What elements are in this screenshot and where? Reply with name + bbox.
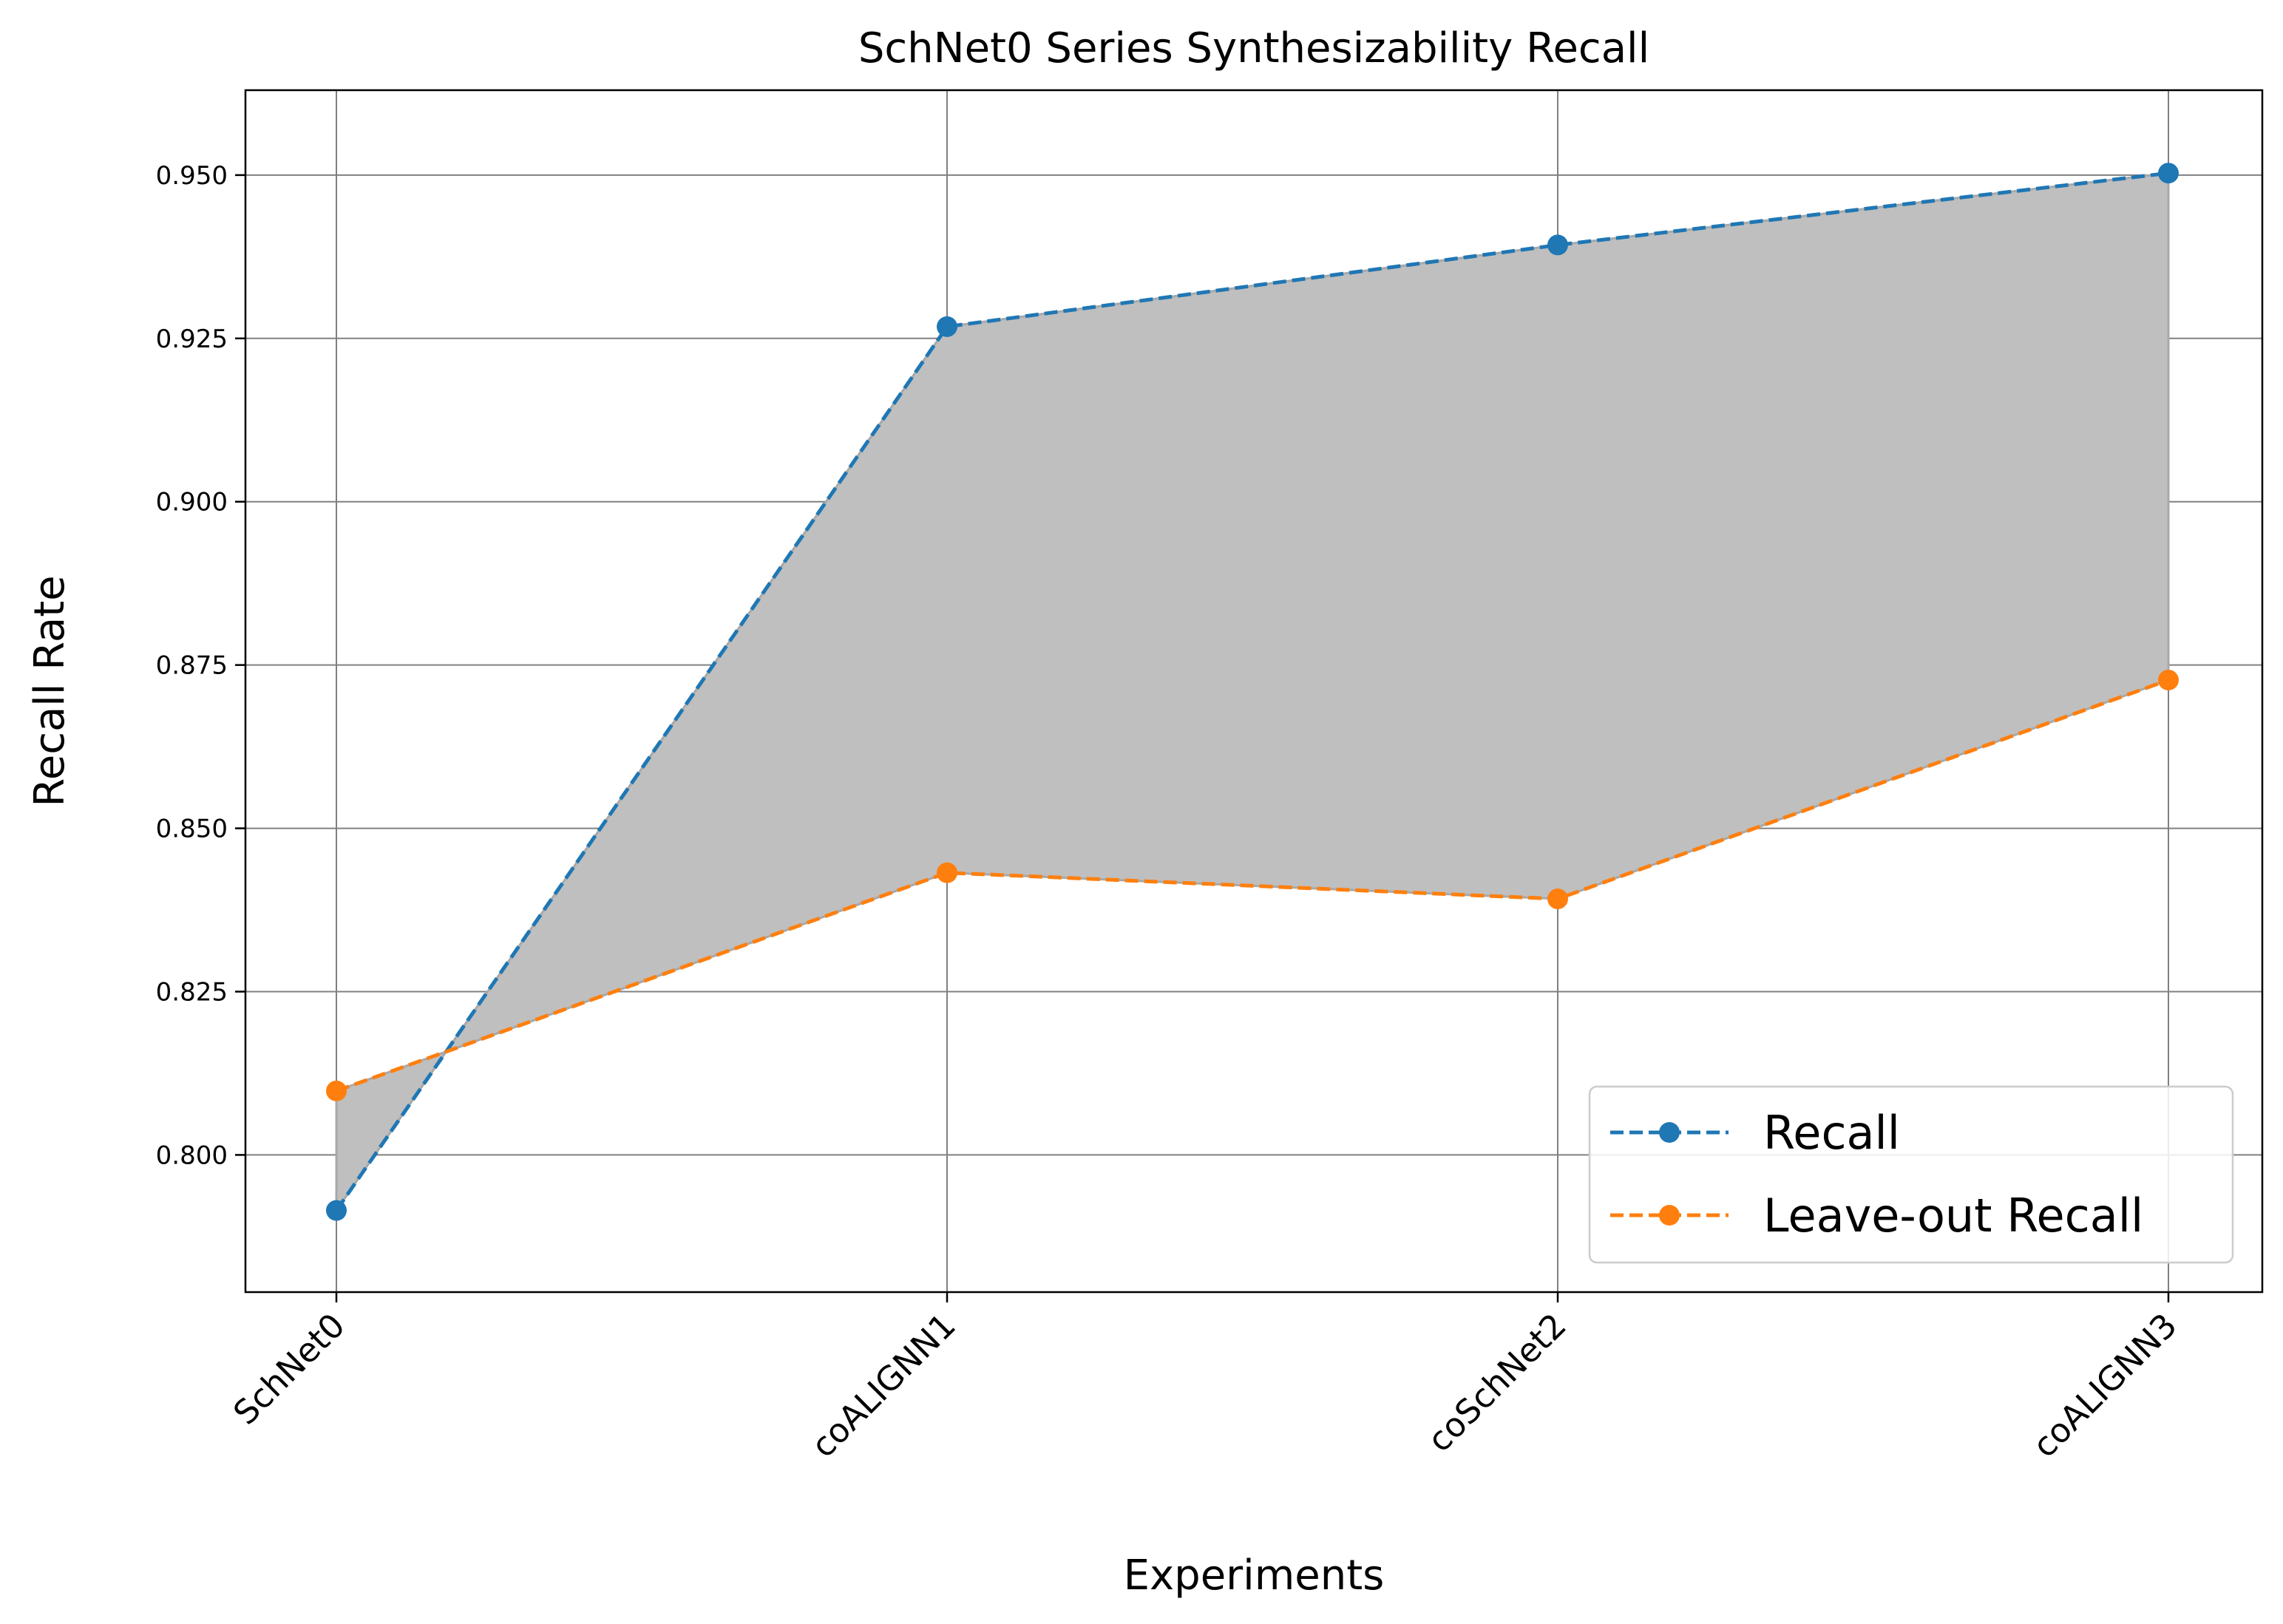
data-point	[1547, 889, 1568, 910]
series-0	[326, 163, 2179, 1221]
y-tick-label: 0.825	[156, 978, 228, 1008]
legend-item: Recall	[1610, 1106, 1900, 1160]
data-point	[2158, 669, 2179, 690]
data-point	[937, 316, 957, 337]
y-tick-label: 0.950	[156, 161, 228, 191]
plot-frame	[244, 89, 2264, 1294]
data-point	[1547, 234, 1568, 256]
data-point	[326, 1080, 347, 1101]
data-point	[326, 1200, 347, 1221]
legend-marker	[1659, 1122, 1680, 1143]
data-point	[937, 862, 957, 883]
legend-marker	[1659, 1205, 1680, 1226]
x-axis-label: Experiments	[1124, 1552, 1385, 1600]
data-point	[2158, 163, 2179, 184]
series-line	[336, 678, 2169, 1093]
y-tick-label: 0.850	[156, 815, 228, 844]
legend-box	[1588, 1085, 2234, 1264]
chart-title: SchNet0 Series Synthesizability Recall	[858, 24, 1649, 72]
y-axis-label: Recall Rate	[26, 575, 74, 806]
legend: Recall Leave-out Recall	[1588, 1085, 2234, 1264]
y-tick-label: 0.800	[156, 1141, 228, 1170]
y-tick-label: 0.875	[156, 651, 228, 681]
legend-label: Leave-out Recall	[1763, 1189, 2143, 1243]
series-lines	[326, 163, 2179, 1221]
series-1	[326, 669, 2179, 1101]
legend-label: Recall	[1763, 1106, 1900, 1160]
y-tick-label: 0.925	[156, 325, 228, 354]
legend-item: Leave-out Recall	[1610, 1189, 2143, 1243]
y-tick-label: 0.900	[156, 488, 228, 517]
